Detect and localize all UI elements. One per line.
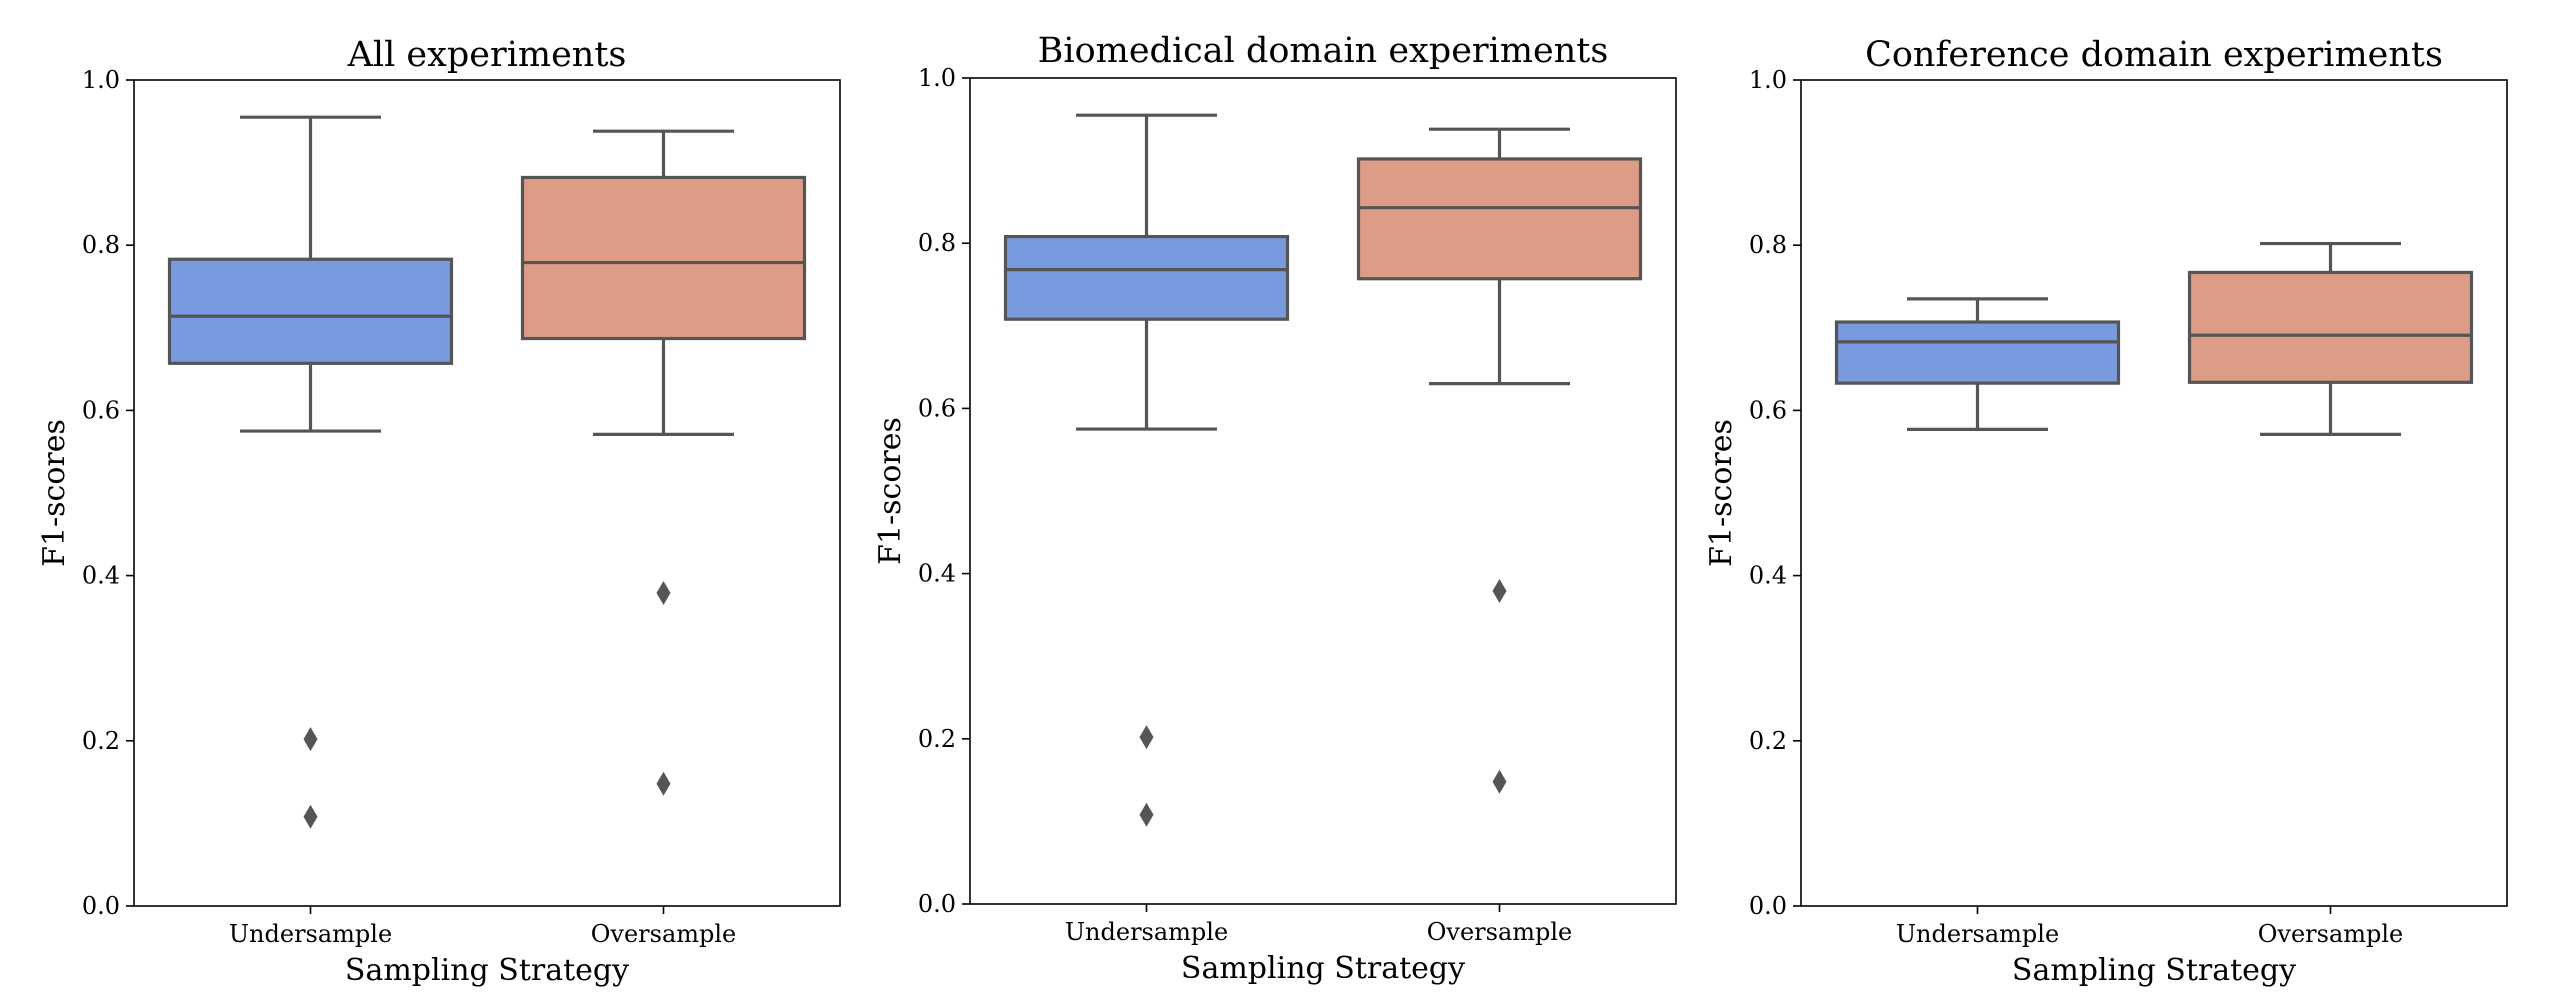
y-axis-label: F1-scores xyxy=(37,419,72,567)
x-axis-label: Sampling Strategy xyxy=(1181,951,1465,986)
box-undersample xyxy=(1003,113,1290,827)
outlier-point xyxy=(1139,802,1154,827)
y-tick-label: 0.2 xyxy=(918,725,956,753)
y-tick-label: 0.6 xyxy=(918,394,956,422)
chart-title: Biomedical domain experiments xyxy=(1038,31,1609,71)
y-tick-label: 0.8 xyxy=(1749,231,1787,259)
box-oversample xyxy=(520,129,807,796)
y-tick-label: 1.0 xyxy=(918,64,956,92)
chart-panel-2: Biomedical domain experiments 0.0 0.2 0.4 0.… xyxy=(873,31,1677,986)
box-oversample xyxy=(1356,127,1643,794)
box-undersample xyxy=(167,115,454,829)
chart-panel-1: All experiments 0.0 0.2 0.4 0.6 0.8 1.0 F1-scor… xyxy=(37,35,841,988)
interquartile-box xyxy=(1356,157,1643,281)
x-tick-label-oversample: Oversample xyxy=(2258,920,2404,948)
y-axis-label: F1-scores xyxy=(1704,419,1739,567)
y-tick-label: 0.4 xyxy=(82,562,120,590)
y-tick-label: 1.0 xyxy=(82,66,120,94)
plot-frame xyxy=(133,79,841,907)
y-tick-label: 1.0 xyxy=(1749,66,1787,94)
box-oversample xyxy=(2187,241,2474,436)
outlier-point xyxy=(1492,578,1507,603)
x-tick-label-undersample: Undersample xyxy=(1065,918,1228,946)
y-axis-label: F1-scores xyxy=(873,417,908,565)
chart-title: Conference domain experiments xyxy=(1865,35,2443,75)
interquartile-box xyxy=(1003,234,1290,321)
outlier-point xyxy=(303,727,318,752)
plot-frame xyxy=(969,77,1677,905)
y-tick-label: 0.0 xyxy=(82,892,120,920)
y-tick-label: 0.8 xyxy=(918,229,956,257)
y-tick-label: 0.4 xyxy=(918,560,956,588)
interquartile-box xyxy=(167,257,454,365)
y-tick-label: 0.8 xyxy=(82,231,120,259)
y-tick-label: 0.2 xyxy=(82,727,120,755)
y-tick-label: 0.0 xyxy=(918,890,956,918)
chart-panel-3: Conference domain experiments 0.0 0.2 0.4 0.… xyxy=(1704,35,2508,988)
interquartile-box xyxy=(520,175,807,341)
y-tick-label: 0.6 xyxy=(1749,396,1787,424)
x-tick-label-undersample: Undersample xyxy=(229,920,392,948)
outlier-point xyxy=(656,580,671,605)
outlier-point xyxy=(1139,725,1154,750)
box-undersample xyxy=(1834,297,2121,431)
outlier-point xyxy=(656,771,671,796)
y-tick-label: 0.2 xyxy=(1749,727,1787,755)
interquartile-box xyxy=(1834,320,2121,385)
chart-title: All experiments xyxy=(347,35,627,75)
outlier-point xyxy=(1492,769,1507,794)
interquartile-box xyxy=(2187,270,2474,384)
x-axis-label: Sampling Strategy xyxy=(2012,953,2296,988)
plot-frame xyxy=(1800,79,2508,907)
y-tick-label: 0.0 xyxy=(1749,892,1787,920)
x-tick-label-oversample: Oversample xyxy=(1427,918,1573,946)
x-tick-label-oversample: Oversample xyxy=(591,920,737,948)
x-axis-label: Sampling Strategy xyxy=(345,953,629,988)
y-tick-label: 0.4 xyxy=(1749,562,1787,590)
y-tick-label: 0.6 xyxy=(82,396,120,424)
x-tick-label-undersample: Undersample xyxy=(1896,920,2059,948)
outlier-point xyxy=(303,804,318,829)
